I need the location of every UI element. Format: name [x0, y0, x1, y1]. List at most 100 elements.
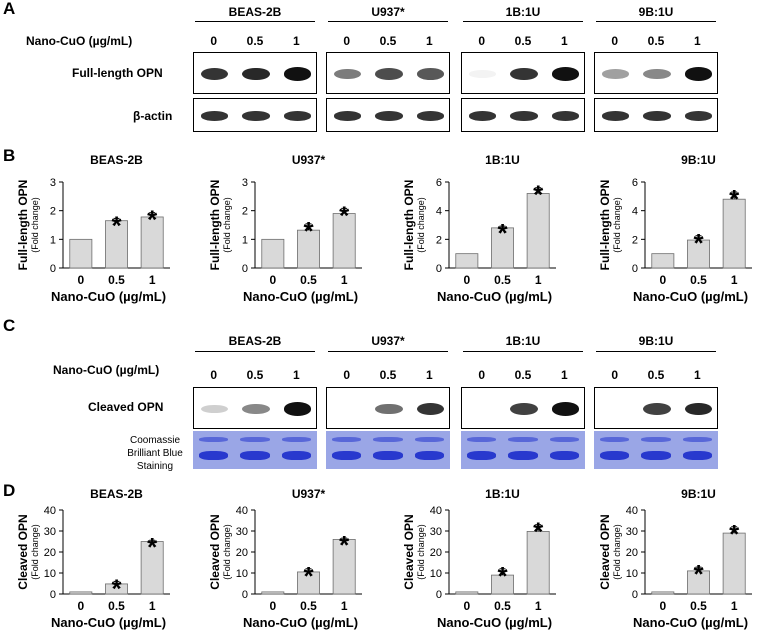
y-axis-label: Cleaved OPN: [598, 514, 612, 589]
bar-chart-b-2: U937* Full-length OPN (Fold change) 0 1 2 3 0 * 0…: [208, 153, 362, 304]
significance-asterisk: *: [147, 205, 158, 235]
x-tick-label: 0.5: [108, 273, 125, 287]
x-tick-label: 1: [731, 599, 738, 613]
x-tick-label: 0: [463, 273, 470, 287]
chart-title: U937*: [292, 487, 326, 501]
cleaved-opn-blot-box: [594, 387, 718, 429]
concentration-label: 0.5: [379, 34, 397, 48]
beta-actin-blot-box: [193, 98, 317, 132]
x-axis-label: Nano-CuO (µg/mL): [51, 615, 166, 630]
y-axis-sublabel: (Fold change): [416, 524, 426, 580]
y-axis-sublabel: (Fold change): [612, 524, 622, 580]
x-tick-label: 0: [269, 599, 276, 613]
y-tick-label: 0: [50, 263, 56, 275]
y-axis-label: Cleaved OPN: [208, 514, 222, 589]
full-length-opn-row-label: Full-length OPN: [72, 66, 163, 80]
full-length-opn-band: [201, 67, 229, 81]
bar: [526, 193, 550, 269]
x-tick-label: 0.5: [690, 599, 707, 613]
y-tick-label: 0: [436, 263, 442, 275]
chart-title: BEAS-2B: [90, 487, 143, 501]
y-tick-label: 1: [242, 234, 248, 246]
cbb-lane-band: [414, 450, 444, 460]
x-tick-label: 0.5: [690, 273, 707, 287]
header-underline: [328, 21, 448, 22]
cell-line-header: BEAS-2B: [228, 334, 282, 348]
y-tick-label: 0: [436, 589, 442, 601]
cleaved-opn-row-label: Cleaved OPN: [88, 400, 164, 414]
beta-actin-band: [510, 111, 538, 121]
panel-letter-d: D: [3, 481, 16, 500]
x-tick-label: 0.5: [494, 599, 511, 613]
beta-actin-band: [334, 111, 362, 121]
y-tick-label: 20: [236, 547, 248, 559]
y-axis-sublabel: (Fold change): [30, 524, 40, 580]
y-tick-label: 0: [50, 589, 56, 601]
y-tick-label: 0: [242, 263, 248, 275]
cbb-lane-band: [199, 450, 229, 460]
y-axis-sublabel: (Fold change): [222, 524, 232, 580]
x-tick-label: 0: [659, 599, 666, 613]
chart-title: U937*: [292, 153, 326, 167]
cbb-lane-band: [600, 436, 630, 442]
panel-letter-b: B: [3, 146, 16, 165]
beta-actin-band: [643, 111, 671, 121]
cleaved-opn-band: [242, 403, 270, 415]
cbb-lane-band: [281, 450, 311, 460]
x-axis-label: Nano-CuO (µg/mL): [243, 615, 358, 630]
panel-letter-c: C: [3, 316, 16, 335]
panel-letter-a: A: [3, 0, 16, 18]
x-tick-label: 0: [659, 273, 666, 287]
concentration-label: 1: [693, 368, 701, 382]
cleaved-opn-band: [283, 402, 311, 416]
concentration-label: 0.5: [647, 368, 665, 382]
significance-asterisk: *: [693, 559, 704, 589]
x-tick-label: 1: [341, 273, 348, 287]
significance-asterisk: *: [339, 530, 350, 560]
y-tick-label: 40: [626, 505, 638, 517]
significance-asterisk: *: [533, 180, 544, 210]
y-tick-label: 20: [44, 547, 56, 559]
cbb-lane-band: [600, 450, 630, 460]
y-tick-label: 2: [242, 206, 248, 218]
cbb-stain-strip: [461, 431, 585, 469]
beta-actin-row-label: β-actin: [133, 109, 173, 123]
y-tick-label: 6: [436, 177, 442, 189]
concentration-label: 0.5: [246, 368, 264, 382]
beta-actin-band: [416, 111, 444, 121]
concentration-label: 1: [425, 368, 433, 382]
bar: [455, 591, 479, 595]
cell-line-header: 1B:1U: [505, 334, 541, 348]
cbb-lane-band: [641, 450, 671, 460]
significance-asterisk: *: [303, 216, 314, 246]
x-tick-label: 0.5: [108, 599, 125, 613]
full-length-opn-band: [283, 67, 311, 81]
concentration-label: 1: [292, 34, 300, 48]
significance-asterisk: *: [497, 561, 508, 591]
cbb-stain-strip: [326, 431, 450, 469]
y-axis-label: Cleaved OPN: [16, 514, 30, 589]
beta-actin-blot-box: [594, 98, 718, 132]
x-tick-label: 1: [341, 599, 348, 613]
full-length-opn-band: [684, 67, 712, 81]
cbb-lane-band: [199, 436, 229, 442]
cleaved-opn-band: [201, 404, 229, 414]
header-underline: [195, 351, 315, 352]
header-underline: [195, 21, 315, 22]
bar-chart-d-2: U937* Cleaved OPN (Fold change) 0 10 20 30 40 0 *…: [208, 487, 362, 630]
y-axis-label: Full-length OPN: [208, 180, 222, 271]
y-tick-label: 20: [430, 547, 442, 559]
cbb-label-line-2: Brilliant Blue: [127, 448, 183, 459]
bar: [261, 591, 285, 595]
x-tick-label: 0: [77, 273, 84, 287]
y-tick-label: 0: [242, 589, 248, 601]
x-axis-label: Nano-CuO (µg/mL): [633, 615, 748, 630]
concentration-label: 1: [693, 34, 701, 48]
cbb-lane-band: [508, 450, 538, 460]
y-tick-label: 40: [44, 505, 56, 517]
cbb-lane-band: [467, 450, 497, 460]
cell-line-header: BEAS-2B: [228, 5, 282, 19]
y-axis-sublabel: (Fold change): [612, 197, 622, 253]
x-axis-label: Nano-CuO (µg/mL): [633, 289, 748, 304]
